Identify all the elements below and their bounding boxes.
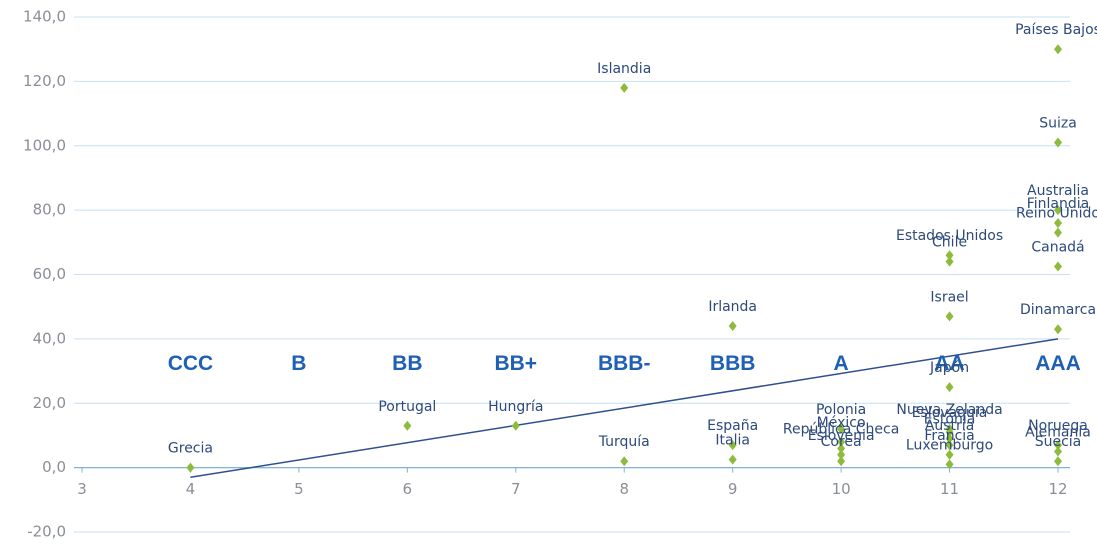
rating-label: BBB- (598, 352, 651, 375)
point (945, 427, 954, 438)
point (1054, 218, 1062, 228)
y-tick-label: 80,0 (33, 201, 66, 219)
point-label: Australia (1027, 183, 1089, 199)
point (728, 321, 737, 331)
point (1054, 227, 1062, 238)
point (403, 420, 412, 431)
point-label: Alemania (1025, 425, 1091, 441)
point-label: Países Bajos (1015, 22, 1097, 38)
point (1054, 446, 1062, 457)
point-label: México (817, 415, 866, 431)
point (837, 449, 846, 460)
point-label: Nueva Zelanda (896, 402, 1002, 418)
point (1054, 137, 1062, 148)
point (1054, 324, 1062, 335)
point (1054, 456, 1062, 467)
point (1054, 44, 1062, 55)
x-tick-label: 12 (1048, 480, 1067, 498)
point (1054, 205, 1062, 216)
point (945, 449, 954, 460)
y-tick-label: 100,0 (23, 136, 66, 154)
point-label: Israel (930, 289, 968, 305)
point-label: Estados Unidos (896, 228, 1003, 244)
point (945, 311, 954, 322)
point (728, 454, 737, 465)
point-label: Corea (821, 434, 862, 450)
point-label: Japón (929, 360, 969, 376)
point (1054, 261, 1062, 272)
y-tick-label: 20,0 (33, 394, 66, 412)
point (728, 440, 737, 451)
x-tick-label: 7 (511, 480, 521, 498)
point (620, 82, 629, 93)
x-tick-label: 9 (728, 480, 738, 498)
point-label: Portugal (378, 399, 436, 415)
rating-label: AAA (1035, 352, 1081, 375)
point-label: República Checa (783, 421, 899, 437)
point (837, 436, 846, 447)
point (511, 420, 520, 431)
point-label: Estonia (924, 412, 976, 428)
x-tick-label: 4 (186, 480, 196, 498)
point-label: Suecia (1035, 434, 1082, 450)
point-label: Dinamarca (1020, 302, 1096, 318)
point (837, 456, 846, 467)
y-tick-label: 140,0 (23, 8, 66, 26)
trendline (190, 338, 1059, 479)
y-tick-label: 0,0 (42, 458, 66, 476)
rating-label: BB+ (494, 352, 537, 375)
point (945, 433, 954, 444)
x-tick-label: 6 (403, 480, 413, 498)
point-label: España (707, 418, 758, 434)
x-tick-label: 10 (832, 480, 851, 498)
y-tick-label: 120,0 (23, 72, 66, 90)
rating-label: A (834, 352, 849, 375)
point-label: Chile (932, 235, 967, 251)
point-label: Eslovaquia (912, 405, 988, 421)
point (837, 443, 846, 454)
point-label: Finlandia (1027, 196, 1090, 212)
point-label: Francia (924, 428, 974, 444)
x-tick-label: 5 (294, 480, 304, 498)
rating-label: BB (392, 352, 422, 375)
point-label: Islandia (597, 61, 651, 77)
x-tick-label: 3 (77, 480, 87, 498)
point (945, 459, 954, 470)
point (945, 382, 954, 393)
x-tick-label: 11 (940, 480, 959, 498)
rating-label: B (291, 352, 306, 375)
point-label: Turquía (598, 434, 650, 450)
point-label: Noruega (1028, 418, 1088, 434)
x-tick-label: 8 (619, 480, 629, 498)
y-tick-label: -20,0 (27, 523, 66, 541)
point-label: Canadá (1031, 239, 1084, 255)
point-label: Luxemburgo (906, 437, 993, 453)
point (945, 250, 954, 261)
point (186, 462, 195, 473)
rating-label: AA (934, 352, 964, 375)
rating-label: BBB (710, 352, 756, 375)
y-tick-label: 60,0 (33, 265, 66, 283)
point-label: Grecia (168, 441, 213, 457)
rating-label: CCC (168, 352, 214, 375)
y-tick-label: 40,0 (33, 329, 66, 347)
point-label: Irlanda (708, 299, 757, 315)
point-label: Suiza (1039, 116, 1077, 132)
point-label: Polonia (816, 402, 866, 418)
point (1054, 440, 1062, 451)
point-label: Eslovenia (808, 428, 875, 444)
point-label: Reino Unido (1016, 206, 1097, 222)
point (620, 456, 629, 467)
point-label: Hungría (488, 399, 543, 415)
point (945, 440, 954, 451)
point-label: Italia (715, 433, 750, 449)
point-label: Austria (925, 418, 974, 434)
point (837, 424, 846, 434)
point (945, 256, 954, 267)
